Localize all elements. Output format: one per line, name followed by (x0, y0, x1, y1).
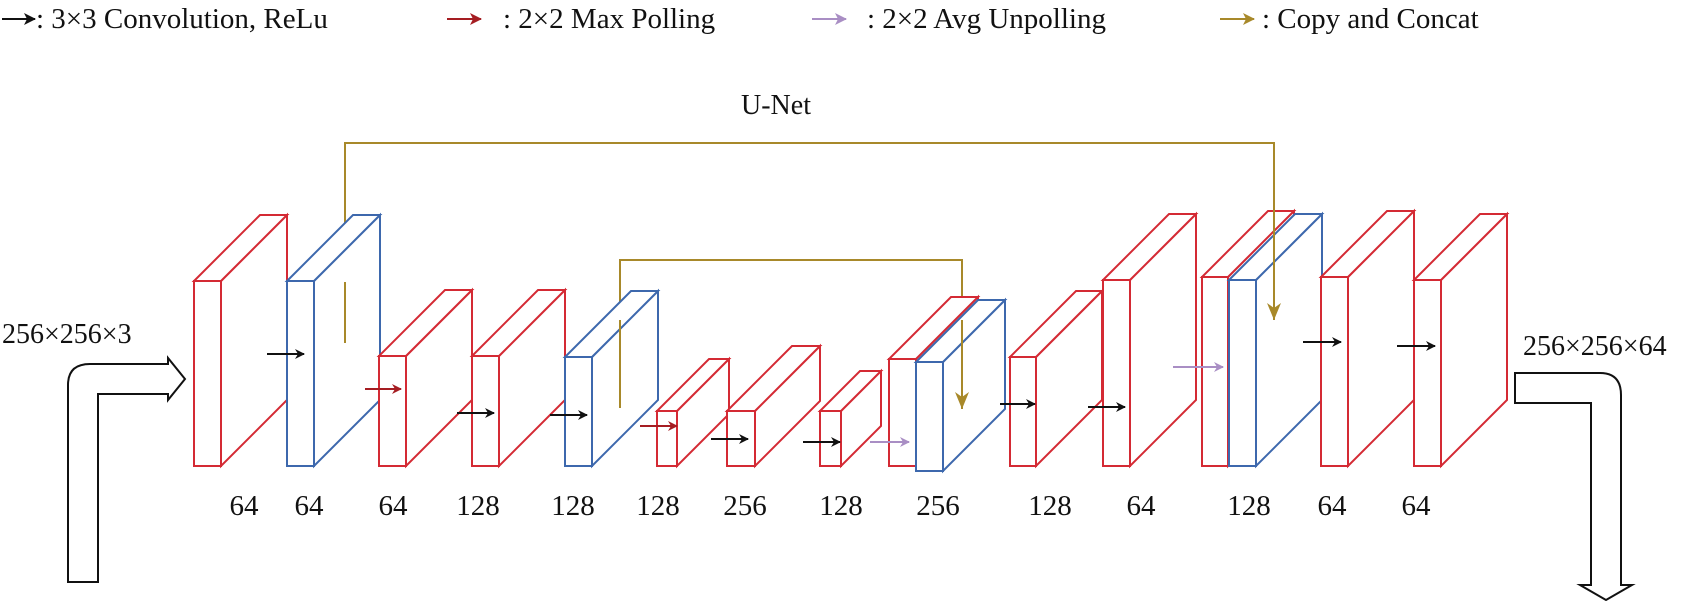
output-arrow (1514, 372, 1636, 601)
block-11 (1100, 211, 1199, 469)
block-6-front (656, 410, 678, 467)
legend-item-unpool: : 2×2 Avg Unpolling (812, 3, 1106, 35)
channel-label-2: 64 (295, 490, 325, 522)
block-4 (469, 287, 568, 469)
block-1 (191, 212, 290, 469)
channel-label-1: 64 (230, 490, 260, 522)
block-7 (724, 343, 823, 469)
channel-label-11: 64 (1127, 490, 1157, 522)
legend-label-unpool: : 2×2 Avg Unpolling (867, 3, 1106, 35)
channel-label-10: 128 (1028, 490, 1072, 522)
channel-label-4: 128 (456, 490, 500, 522)
operation-arrows (267, 337, 1436, 447)
block-10-front (1009, 356, 1037, 467)
input-dimension-label: 256×256×3 (2, 319, 132, 350)
block-8-front (819, 410, 842, 467)
feature-maps (191, 208, 1510, 474)
block-2 (284, 212, 383, 469)
block-5-front (564, 356, 593, 467)
block-13-front (1320, 276, 1349, 467)
channel-label-5: 128 (551, 490, 595, 522)
channel-label-7: 256 (723, 490, 767, 522)
input-arrow (67, 355, 187, 583)
block-9-red-front (888, 358, 917, 467)
block-3-front (378, 355, 407, 467)
legend-item-conv: : 3×3 Convolution, ReLu (2, 3, 328, 35)
block-6 (654, 356, 732, 469)
block-9-blue-front (915, 361, 944, 472)
block-4-front (471, 355, 500, 467)
block-14 (1411, 211, 1510, 469)
legend: : 3×3 Convolution, ReLu : 2×2 Max Pollin… (2, 3, 1479, 35)
diagram-title: U-Net (741, 90, 811, 121)
block-12-blue-front (1228, 279, 1257, 467)
channel-label-9: 256 (916, 490, 960, 522)
channel-labels: 64 64 64 128 128 128 256 128 256 128 64 128 64 64 (230, 490, 1432, 522)
block-1-front (193, 280, 222, 467)
channel-label-8: 128 (819, 490, 863, 522)
channel-label-14: 64 (1402, 490, 1432, 522)
channel-label-6: 128 (636, 490, 680, 522)
channel-label-13: 64 (1318, 490, 1348, 522)
block-12-red-front (1201, 276, 1229, 467)
channel-label-12: 128 (1227, 490, 1271, 522)
block-10 (1007, 288, 1105, 469)
legend-item-maxpool: : 2×2 Max Polling (447, 3, 715, 35)
block-11-front (1102, 279, 1131, 467)
block-9-blue (913, 297, 1008, 474)
legend-label-concat: : Copy and Concat (1262, 3, 1479, 35)
block-5 (562, 288, 661, 469)
block-12-blue (1226, 211, 1325, 469)
block-14-front (1413, 279, 1442, 467)
block-8 (817, 368, 884, 469)
block-13 (1318, 208, 1417, 469)
legend-label-maxpool: : 2×2 Max Polling (503, 3, 715, 35)
block-3 (376, 287, 475, 469)
legend-label-conv: : 3×3 Convolution, ReLu (36, 3, 328, 35)
block-2-front (286, 280, 315, 467)
output-dimension-label: 256×256×64 (1523, 331, 1667, 362)
legend-item-concat: : Copy and Concat (1220, 3, 1479, 35)
channel-label-3: 64 (379, 490, 409, 522)
